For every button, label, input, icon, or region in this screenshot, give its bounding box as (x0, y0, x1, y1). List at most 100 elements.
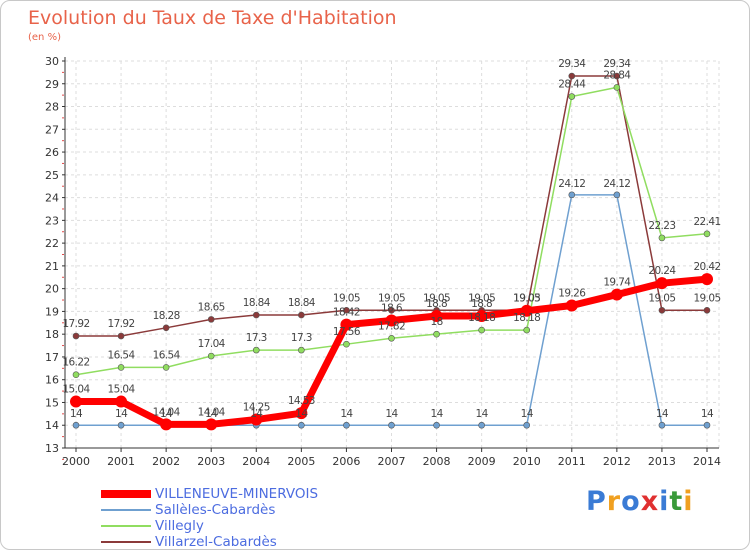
series-3 (72, 72, 711, 340)
data-point (520, 304, 533, 317)
y-tick-label: 26 (45, 146, 59, 159)
data-label: 15.04 (108, 384, 136, 396)
legend-swatch (101, 541, 151, 543)
chart-grid (64, 60, 720, 449)
data-point (160, 418, 173, 431)
data-label: 16.54 (108, 349, 136, 361)
data-label: 19.05 (333, 292, 360, 304)
data-label: 22.41 (693, 216, 720, 228)
y-tick-label: 19 (45, 305, 59, 318)
data-label: 18.18 (513, 312, 540, 324)
data-point (343, 421, 350, 429)
x-tick-label: 2008 (423, 455, 451, 468)
data-point (433, 421, 440, 429)
y-tick-label: 18 (45, 328, 59, 341)
data-point (252, 346, 260, 354)
data-point (162, 324, 170, 332)
data-label: 18.8 (471, 298, 492, 310)
data-point (655, 277, 668, 290)
y-tick-label: 29 (45, 78, 59, 91)
data-label: 14.53 (288, 395, 315, 407)
data-label: 14 (430, 408, 443, 420)
x-tick-label: 2005 (287, 455, 315, 468)
data-label: 14 (295, 408, 308, 420)
data-label: 22.23 (648, 220, 675, 232)
legend-label: Villarzel-Cabardès (155, 534, 277, 550)
data-label: 14 (115, 408, 128, 420)
data-label: 14.25 (243, 402, 270, 414)
data-label: 14 (385, 408, 398, 420)
data-point (658, 306, 666, 314)
data-label: 28.44 (558, 79, 586, 91)
data-label: 19.05 (423, 292, 450, 304)
data-label: 14 (160, 408, 173, 420)
logo-letter: P (586, 486, 607, 517)
data-point (72, 332, 80, 340)
data-label: 14 (521, 408, 534, 420)
data-label: 24.12 (558, 178, 585, 190)
data-label: 19.05 (693, 292, 720, 304)
logo-letter: r (606, 486, 622, 517)
data-label: 17.04 (198, 338, 226, 350)
x-tick-label: 2013 (648, 455, 676, 468)
data-point (701, 273, 713, 286)
data-point (613, 191, 621, 199)
y-tick-label: 27 (45, 123, 59, 136)
x-tick-label: 2003 (197, 455, 225, 468)
x-tick-label: 2010 (513, 455, 541, 468)
data-label: 29.34 (603, 58, 631, 70)
series-labels-3: 17.92 17.92 18.28 18.65 18.84 18.84 19.05 19.05… (62, 58, 721, 330)
data-point (72, 421, 80, 429)
logo-letter: t (669, 486, 684, 517)
data-label: 17.3 (246, 332, 267, 344)
data-label: 18.8 (426, 298, 447, 310)
y-tick-label: 24 (45, 192, 59, 205)
legend-swatch (101, 490, 151, 498)
x-tick-label: 2001 (107, 455, 135, 468)
data-point (205, 418, 218, 431)
data-label: 14 (250, 408, 263, 420)
data-label: 18.6 (381, 303, 403, 315)
data-label: 18.18 (468, 312, 495, 324)
data-label: 18.84 (288, 297, 316, 309)
y-tick-label: 23 (45, 214, 59, 227)
y-tick-label: 16 (45, 374, 59, 387)
data-label: 14 (70, 408, 83, 420)
series-2 (72, 84, 711, 378)
data-label: 24.12 (603, 178, 630, 190)
y-tick-label: 22 (45, 237, 59, 250)
data-label: 18 (430, 316, 442, 328)
data-point (207, 316, 215, 323)
data-label: 16.22 (62, 357, 89, 369)
data-point (610, 288, 623, 301)
data-point (388, 421, 395, 429)
data-label: 17.56 (333, 326, 361, 338)
data-point (388, 334, 395, 342)
data-point (250, 413, 263, 426)
legend-label: Sallèles-Cabardès (155, 502, 276, 518)
data-point (433, 330, 440, 338)
data-point (70, 395, 82, 408)
data-point (117, 332, 125, 340)
data-point (388, 306, 395, 314)
data-point (385, 314, 398, 327)
data-label: 14.04 (153, 406, 181, 418)
series-labels-1: 14 14 14 14 14 14 14 14 14 14 14 24.12 24.12 14 14 (70, 178, 715, 420)
data-point (207, 352, 215, 360)
series-0 (70, 273, 713, 431)
y-tick-label: 20 (45, 283, 59, 296)
x-tick-label: 2002 (152, 455, 180, 468)
legend-label: VILLENEUVE-MINERVOIS (155, 486, 319, 502)
y-tick-label: 21 (45, 260, 59, 273)
logo-letter: o (621, 486, 641, 517)
data-point (162, 364, 170, 371)
logo-letter: x (640, 486, 660, 517)
data-point (613, 72, 621, 80)
data-point (252, 311, 260, 319)
data-label: 18.42 (333, 307, 360, 319)
x-tick-label: 2007 (378, 455, 406, 468)
data-label: 14 (340, 408, 353, 420)
